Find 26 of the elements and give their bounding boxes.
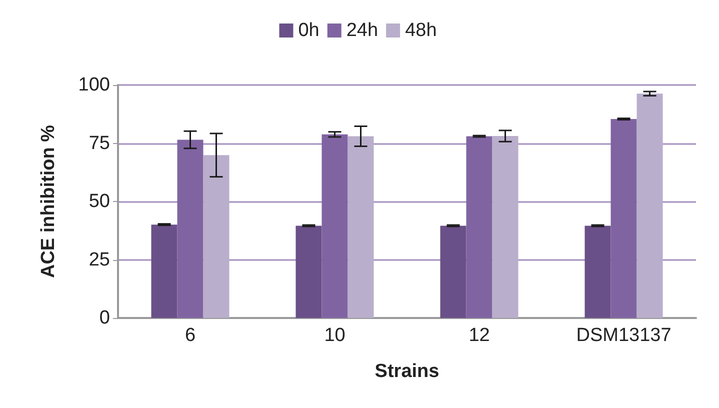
x-tick-label: DSM13137	[576, 325, 672, 346]
x-tick-label: 12	[468, 325, 490, 346]
bar	[203, 155, 230, 318]
y-tick-label: 75	[88, 132, 110, 154]
y-axis-title: ACE inhibition %	[38, 124, 59, 278]
legend-label: 24h	[346, 20, 378, 41]
y-tick-label: 50	[88, 191, 110, 212]
bar	[296, 226, 322, 318]
y-tick-label: 25	[88, 249, 110, 270]
bar	[440, 226, 466, 318]
y-tick-label: 100	[78, 74, 110, 96]
bar	[177, 140, 204, 318]
bar	[466, 136, 492, 318]
legend-label: 48h	[405, 20, 437, 41]
bar	[348, 136, 374, 318]
x-axis-title: Strains	[374, 361, 440, 382]
bar	[584, 226, 611, 318]
bar	[492, 136, 518, 318]
bar	[322, 134, 348, 318]
y-tick-label: 0	[99, 308, 110, 328]
legend-label: 0h	[298, 20, 320, 41]
x-tick-label: 10	[324, 325, 346, 346]
bar	[151, 224, 178, 318]
x-tick-label: 6	[184, 325, 196, 346]
bar	[636, 94, 663, 318]
bar	[610, 119, 637, 318]
